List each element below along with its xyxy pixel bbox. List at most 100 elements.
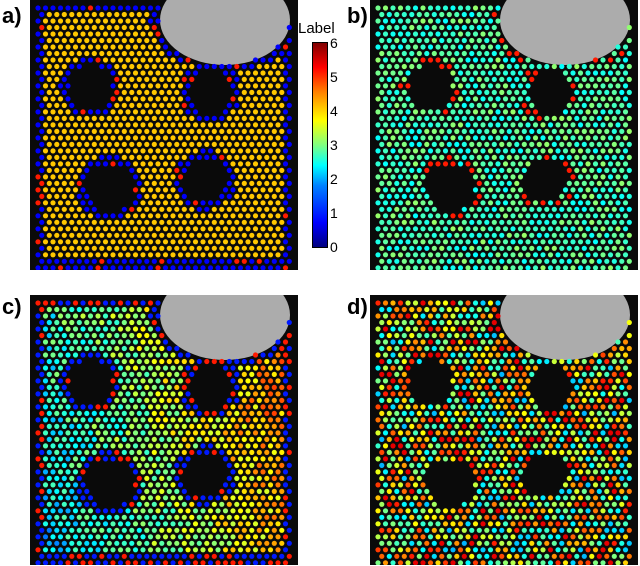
particle-dot: [114, 345, 120, 352]
particle-dot: [39, 358, 45, 365]
particle-dot: [540, 417, 546, 423]
particle-dot: [256, 258, 262, 264]
particle-dot: [491, 306, 497, 313]
particle-dot: [457, 391, 464, 397]
particle-dot: [480, 96, 486, 102]
particle-dot: [69, 206, 75, 212]
particle-dot: [375, 547, 381, 553]
particle-dot: [185, 200, 191, 206]
particle-dot: [271, 258, 277, 264]
particle-dot: [170, 495, 176, 501]
particle-dot: [87, 339, 94, 345]
particle-dot: [476, 449, 482, 455]
particle-dot: [420, 339, 426, 345]
particle-dot: [61, 553, 67, 559]
particle-dot: [461, 37, 467, 44]
particle-dot: [510, 482, 516, 488]
particle-dot: [592, 83, 599, 89]
particle-dot: [174, 141, 180, 147]
particle-dot: [249, 245, 255, 251]
particle-dot: [121, 206, 127, 212]
particle-dot: [252, 430, 259, 436]
particle-dot: [264, 193, 270, 199]
particle-dot: [375, 5, 381, 11]
particle-dot: [600, 417, 606, 423]
particle-dot: [196, 232, 202, 238]
particle-dot: [151, 193, 157, 199]
particle-dot: [611, 397, 617, 403]
particle-dot: [177, 469, 184, 475]
particle-dot: [50, 161, 56, 167]
particle-dot: [46, 89, 52, 95]
particle-dot: [151, 436, 157, 442]
particle-dot: [65, 417, 71, 423]
particle-dot: [185, 508, 191, 514]
particle-dot: [264, 232, 270, 238]
particle-dot: [87, 226, 94, 232]
particle-dot: [570, 365, 576, 371]
particle-dot: [106, 527, 112, 533]
particle-dot: [129, 50, 135, 57]
particle-dot: [151, 245, 157, 251]
particle-dot: [140, 352, 146, 358]
particle-dot: [502, 226, 509, 232]
particle-dot: [65, 187, 71, 193]
particle-dot: [611, 462, 617, 468]
particle-dot: [551, 219, 557, 225]
particle-dot: [476, 232, 482, 238]
particle-dot: [622, 122, 629, 128]
particle-dot: [267, 521, 274, 527]
particle-dot: [121, 384, 127, 390]
particle-dot: [147, 5, 154, 11]
particle-dot: [626, 258, 632, 264]
particle-dot: [577, 174, 584, 180]
particle-dot: [480, 83, 486, 89]
particle-dot: [559, 449, 565, 455]
particle-dot: [517, 239, 524, 245]
colorbar-tick-3: 3: [330, 137, 338, 153]
particle-dot: [260, 378, 266, 384]
particle-dot: [397, 508, 404, 514]
particle-dot: [189, 553, 195, 559]
particle-dot: [230, 148, 236, 154]
particle-dot: [615, 352, 621, 358]
particle-dot: [589, 76, 595, 82]
particle-dot: [144, 63, 150, 70]
particle-dot: [50, 495, 56, 501]
particle-dot: [559, 553, 565, 559]
particle-dot: [412, 521, 419, 527]
particle-dot: [237, 365, 244, 371]
particle-dot: [114, 410, 120, 416]
particle-dot: [405, 521, 411, 527]
particle-dot: [390, 456, 396, 462]
particle-dot: [54, 193, 60, 199]
particle-dot: [147, 560, 154, 565]
particle-dot: [397, 148, 404, 154]
particle-dot: [42, 187, 49, 193]
particle-dot: [226, 219, 232, 225]
particle-dot: [72, 226, 79, 232]
particle-dot: [607, 135, 614, 141]
particle-dot: [581, 527, 587, 533]
particle-dot: [102, 239, 109, 245]
particle-dot: [499, 180, 505, 186]
particle-dot: [129, 527, 135, 533]
particle-dot: [499, 141, 505, 147]
particle-dot: [117, 339, 124, 345]
particle-dot: [230, 239, 236, 245]
particle-dot: [219, 232, 225, 238]
particle-dot: [275, 560, 281, 565]
particle-dot: [69, 37, 75, 44]
particle-dot: [626, 24, 632, 31]
particle-dot: [132, 70, 139, 76]
particle-dot: [600, 122, 606, 128]
particle-dot: [125, 18, 131, 24]
particle-dot: [401, 258, 407, 264]
particle-dot: [181, 167, 187, 173]
particle-dot: [521, 154, 527, 160]
particle-dot: [487, 495, 494, 501]
particle-dot: [72, 161, 79, 167]
particle-dot: [596, 462, 602, 468]
particle-dot: [457, 430, 464, 436]
particle-dot: [394, 540, 400, 546]
